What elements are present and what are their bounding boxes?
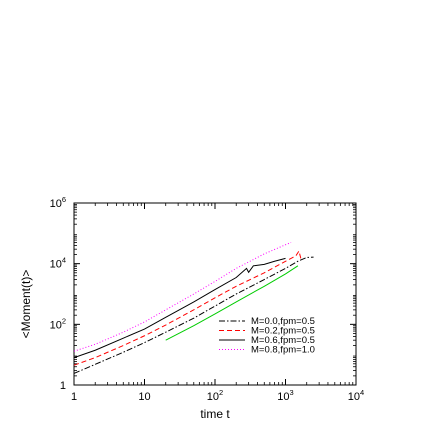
y-tick-label-exponent: 2 [62, 316, 66, 325]
y-tick-label-exponent: 6 [62, 195, 66, 204]
x-tick-label: 104 [348, 388, 364, 403]
y-tick-label: 1 [60, 380, 66, 392]
y-tick-label-exponent: 4 [62, 256, 66, 265]
x-tick-label-exponent: 4 [360, 388, 364, 397]
series-line-m-0-6-fpm-0-5 [74, 257, 286, 359]
legend-label: M=0.6,fpm=0.5 [251, 335, 315, 346]
x-tick-label: 102 [207, 388, 223, 403]
x-axis-ticks: 1 10 102 103 104 [71, 203, 364, 403]
x-axis-title: time t [200, 407, 230, 421]
y-tick-label-base: 10 [50, 319, 62, 331]
plot-area [73, 202, 357, 386]
series-line-m-0-0-fpm-0-5 [74, 256, 314, 374]
series-line-m-0-8-fpm-1-0 [74, 241, 292, 352]
y-axis-title: <Moment(t)> [19, 270, 33, 339]
x-tick-label-base: 1 [71, 391, 77, 403]
x-tick-label-exponent: 3 [290, 388, 294, 397]
x-tick-label-base: 10 [277, 391, 289, 403]
x-tick-label: 1 [71, 391, 77, 403]
y-tick-label: 102 [50, 316, 66, 331]
legend: M=0.0,fpm=0.5M=0.2,fpm=0.5M=0.6,fpm=0.5M… [219, 316, 315, 356]
x-tick-label-base: 10 [207, 391, 219, 403]
x-tick-label-exponent: 2 [219, 388, 223, 397]
legend-label: M=0.2,fpm=0.5 [251, 326, 315, 337]
x-tick-label-base: 10 [138, 391, 150, 403]
y-tick-label-base: 10 [50, 198, 62, 210]
y-tick-label: 104 [50, 256, 66, 271]
series-line-reference [165, 265, 299, 341]
x-tick-label: 103 [277, 388, 293, 403]
legend-label: M=0.8,fpm=1.0 [251, 345, 315, 356]
x-tick-label: 10 [138, 391, 150, 403]
x-tick-label-base: 10 [348, 391, 360, 403]
plot-frame [73, 202, 357, 386]
series-line-m-0-2-fpm-0-5 [74, 249, 302, 366]
y-tick-label-base: 1 [60, 380, 66, 392]
y-tick-label-base: 10 [50, 259, 62, 271]
y-tick-label: 106 [50, 195, 66, 210]
legend-label: M=0.0,fpm=0.5 [251, 316, 315, 327]
